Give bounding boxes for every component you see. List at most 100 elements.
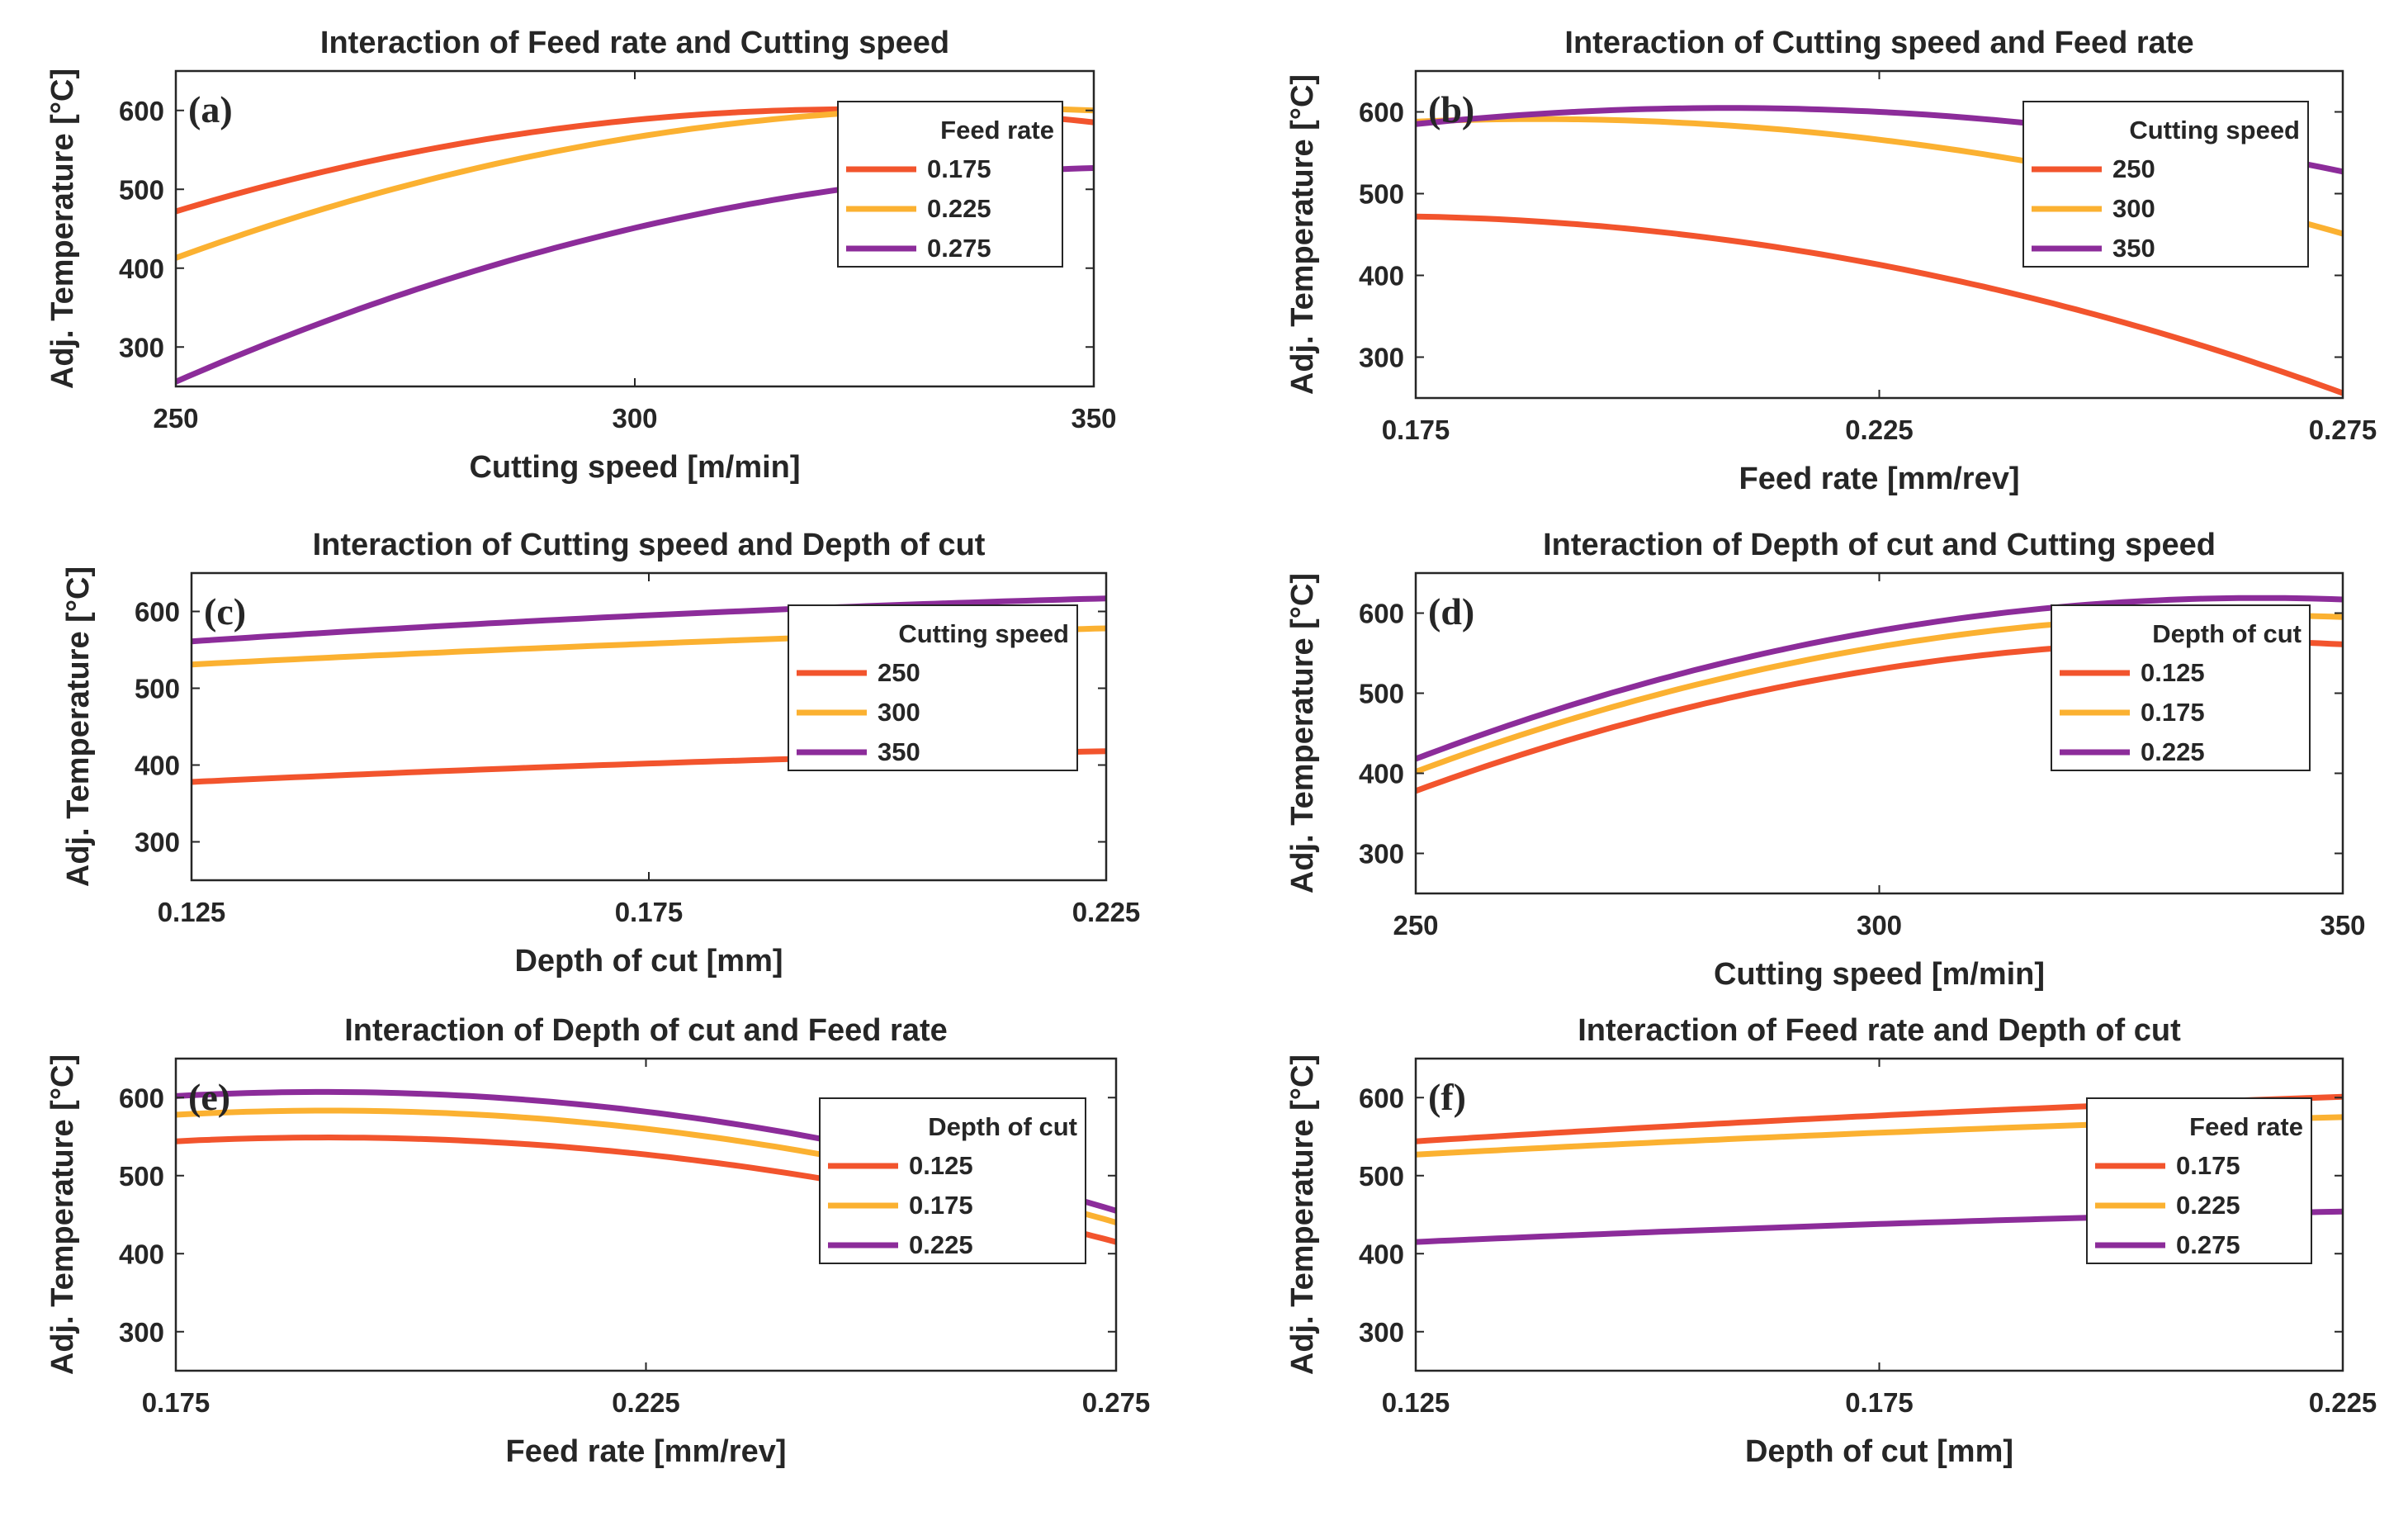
chart-title: Interaction of Cutting speed and Depth o… [313, 528, 986, 562]
y-tick-label: 300 [135, 827, 180, 858]
x-tick-label: 0.125 [158, 897, 226, 927]
y-tick-label: 300 [1359, 343, 1404, 373]
x-axis-label: Feed rate [mm/rev] [1739, 462, 2019, 496]
legend-box [788, 604, 1078, 771]
x-tick-label: 300 [1857, 910, 1902, 941]
legend-entry-label: 0.275 [927, 234, 991, 263]
y-tick-label: 400 [1359, 261, 1404, 291]
chart-title: Interaction of Feed rate and Depth of cu… [1578, 1013, 2181, 1048]
x-axis-label: Depth of cut [mm] [514, 944, 783, 978]
x-tick-label: 0.225 [612, 1387, 680, 1418]
y-axis-label: Adj. Temperature [°C] [61, 566, 96, 887]
legend-entry-label: 300 [878, 698, 920, 727]
x-tick-label: 300 [612, 403, 657, 434]
x-tick-label: 0.175 [1845, 1387, 1914, 1418]
x-tick-label: 0.175 [615, 897, 684, 927]
chart-title: Interaction of Depth of cut and Feed rat… [344, 1013, 948, 1048]
y-axis-label: Adj. Temperature [°C] [1285, 1054, 1320, 1375]
legend-entry-label: 0.275 [2176, 1230, 2240, 1259]
x-tick-label: 0.275 [2309, 415, 2377, 445]
y-tick-label: 400 [1359, 1239, 1404, 1269]
y-tick-label: 300 [1359, 839, 1404, 869]
chart-panel-1: 300 400 500 600 250 300 350 Interaction of Feed… [45, 26, 1117, 485]
x-tick-label: 0.225 [2309, 1387, 2377, 1418]
chart-panel-2: 300 400 500 600 0.175 0.225 0.275 Interaction o… [1285, 26, 2377, 496]
y-tick-label: 400 [1359, 759, 1404, 789]
legend-entry-label: 250 [878, 658, 920, 687]
y-tick-label: 500 [119, 174, 164, 205]
legend-entry-label: 0.175 [927, 154, 991, 183]
x-tick-label: 0.175 [142, 1387, 211, 1418]
y-tick-label: 600 [135, 597, 180, 628]
x-tick-label: 0.125 [1382, 1387, 1450, 1418]
y-axis-label: Adj. Temperature [°C] [45, 69, 80, 389]
x-tick-label: 0.175 [1382, 415, 1450, 445]
y-tick-label: 500 [1359, 1161, 1404, 1192]
x-axis-label: Cutting speed [m/min] [469, 450, 800, 485]
legend-entry-label: 0.175 [909, 1191, 973, 1220]
x-tick-label: 350 [1071, 403, 1116, 434]
y-tick-label: 600 [1359, 1083, 1404, 1113]
panel-label: (a) [188, 88, 233, 130]
legend-title: Depth of cut [928, 1112, 1077, 1141]
legend-box [2051, 604, 2311, 771]
panel-label: (d) [1428, 590, 1474, 633]
legend-entry-label: 0.175 [2176, 1151, 2240, 1180]
legend-entry-label: 350 [878, 737, 920, 766]
y-tick-label: 500 [119, 1161, 164, 1192]
x-tick-label: 350 [2320, 910, 2365, 941]
legend-entry-label: 350 [2112, 234, 2155, 263]
legend: Feed rate 0.175 0.225 0.275 [2086, 1097, 2312, 1264]
legend: Cutting speed 250 300 350 [788, 604, 1078, 771]
y-axis-label: Adj. Temperature [°C] [1285, 573, 1320, 893]
y-tick-label: 500 [135, 674, 180, 704]
legend-entry-label: 0.225 [2176, 1191, 2240, 1220]
legend-entry-label: 300 [2112, 194, 2155, 223]
y-tick-label: 500 [1359, 679, 1404, 709]
y-tick-label: 400 [119, 1239, 164, 1269]
legend: Feed rate 0.175 0.225 0.275 [837, 101, 1063, 268]
chart-title: Interaction of Feed rate and Cutting spe… [320, 26, 949, 60]
legend-title: Cutting speed [898, 619, 1069, 648]
legend-entry-label: 0.175 [2141, 698, 2205, 727]
panel-label: (b) [1428, 88, 1474, 130]
x-tick-label: 250 [153, 403, 198, 434]
y-tick-label: 400 [135, 751, 180, 781]
y-tick-label: 600 [1359, 599, 1404, 629]
series-line-0.225 [1416, 595, 2343, 762]
legend-box [837, 101, 1063, 268]
y-tick-label: 400 [119, 254, 164, 284]
legend-box [2086, 1097, 2312, 1264]
legend-entry-label: 250 [2112, 154, 2155, 183]
legend-entry-label: 0.125 [909, 1151, 973, 1180]
x-tick-label: 250 [1393, 910, 1438, 941]
y-tick-label: 600 [119, 96, 164, 126]
y-tick-label: 600 [1359, 97, 1404, 128]
chart-panel-4: 300 400 500 600 250 300 350 Interaction of Dept… [1285, 528, 2366, 992]
panel-label: (c) [204, 590, 246, 633]
panel-label: (f) [1428, 1076, 1466, 1118]
y-tick-label: 300 [119, 1317, 164, 1348]
chart-panel-3: 300 400 500 600 0.125 0.175 0.225 Interaction o… [61, 528, 1140, 978]
x-axis-label: Feed rate [mm/rev] [505, 1434, 786, 1469]
x-axis-label: Cutting speed [m/min] [1714, 957, 2045, 992]
legend-title: Feed rate [2189, 1112, 2303, 1141]
chart-panel-6: 300 400 500 600 0.125 0.175 0.225 Interaction o… [1285, 1013, 2377, 1469]
legend-entry-label: 0.225 [2141, 737, 2205, 766]
legend: Cutting speed 250 300 350 [2022, 101, 2309, 268]
chart-title: Interaction of Depth of cut and Cutting … [1543, 528, 2216, 562]
x-axis-label: Depth of cut [mm] [1745, 1434, 2013, 1469]
legend-entry-label: 0.225 [927, 194, 991, 223]
y-tick-label: 300 [1359, 1317, 1404, 1348]
y-tick-label: 500 [1359, 179, 1404, 210]
chart-panel-5: 300 400 500 600 0.175 0.225 0.275 Interaction o… [45, 1013, 1150, 1469]
y-tick-label: 600 [119, 1083, 164, 1113]
y-axis-label: Adj. Temperature [°C] [45, 1054, 80, 1375]
panel-label: (e) [188, 1076, 230, 1118]
y-axis-label: Adj. Temperature [°C] [1285, 74, 1320, 395]
legend-title: Depth of cut [2152, 619, 2302, 648]
x-tick-label: 0.275 [1082, 1387, 1151, 1418]
legend-title: Feed rate [940, 116, 1054, 145]
x-tick-label: 0.225 [1845, 415, 1914, 445]
